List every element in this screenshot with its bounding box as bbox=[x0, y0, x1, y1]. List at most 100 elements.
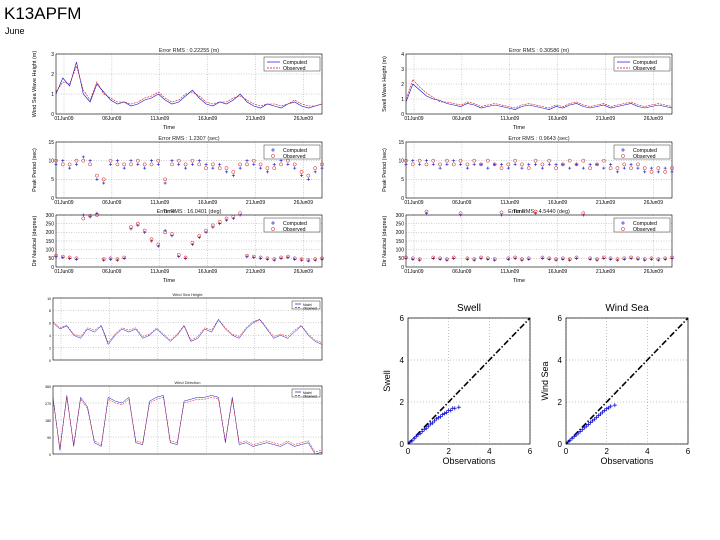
data-point bbox=[485, 256, 490, 261]
y-axis-label: Dir Nautical (degree) bbox=[382, 215, 388, 266]
x-tick-label: 21Jun09 bbox=[246, 269, 265, 275]
data-point bbox=[526, 256, 531, 261]
x-tick-label: 01Jun09 bbox=[404, 116, 423, 122]
data-point bbox=[81, 158, 86, 163]
x-tick-label: 11Jun09 bbox=[150, 116, 169, 122]
data-point bbox=[442, 411, 447, 416]
data-point bbox=[88, 162, 92, 167]
chart-title: Error RMS : 1.2307 (sec) bbox=[158, 136, 219, 142]
data-point bbox=[602, 408, 607, 413]
data-point bbox=[61, 159, 65, 163]
x-tick-label: 21Jun09 bbox=[246, 116, 265, 122]
data-point bbox=[594, 415, 599, 420]
data-point bbox=[306, 259, 310, 263]
data-point bbox=[570, 436, 575, 441]
plot-frame bbox=[405, 141, 673, 199]
data-point bbox=[245, 255, 249, 259]
data-point bbox=[636, 166, 640, 170]
data-point bbox=[231, 170, 236, 174]
data-point bbox=[567, 158, 572, 163]
y-tick-label: 360 bbox=[45, 385, 51, 389]
data-point bbox=[163, 181, 167, 185]
y-tick-label: 0 bbox=[49, 359, 51, 363]
data-point bbox=[286, 254, 290, 259]
y-tick-label: 250 bbox=[46, 221, 55, 227]
data-point bbox=[452, 159, 456, 163]
data-point bbox=[299, 257, 304, 262]
data-point bbox=[313, 166, 318, 170]
data-point bbox=[102, 181, 106, 185]
legend-swatch bbox=[271, 154, 275, 158]
data-point bbox=[176, 158, 181, 163]
data-point bbox=[458, 211, 463, 216]
data-point bbox=[424, 209, 429, 214]
data-point bbox=[88, 159, 92, 163]
data-point bbox=[306, 258, 311, 262]
plot-frame bbox=[55, 141, 323, 199]
data-point bbox=[527, 257, 531, 261]
data-point bbox=[451, 255, 456, 260]
data-point bbox=[479, 162, 483, 166]
y-tick-label: 0 bbox=[401, 196, 404, 202]
data-point bbox=[663, 170, 668, 174]
x-tick-label: 16Jun09 bbox=[198, 200, 217, 206]
data-point bbox=[431, 158, 436, 163]
data-point bbox=[115, 162, 120, 167]
data-point bbox=[650, 166, 654, 170]
data-point bbox=[238, 162, 243, 167]
data-point bbox=[272, 258, 276, 262]
swell-period-chart: Error RMS : 0.9643 (sec) 01Jun09 06Jun09 11… bbox=[382, 136, 674, 214]
legend-label: Observed bbox=[633, 66, 656, 72]
data-point bbox=[601, 158, 606, 163]
x-tick-label: 16Jun09 bbox=[548, 269, 567, 275]
data-point bbox=[142, 162, 147, 167]
legend-label: Computed bbox=[283, 221, 307, 227]
x-tick-label: 16Jun09 bbox=[548, 116, 567, 122]
y-tick-label: 8 bbox=[49, 309, 51, 313]
data-point bbox=[472, 257, 477, 262]
data-point bbox=[259, 166, 263, 170]
data-point bbox=[163, 230, 167, 235]
data-point bbox=[656, 166, 661, 170]
data-point bbox=[622, 162, 627, 167]
data-point bbox=[513, 162, 517, 166]
y-tick-label: 4 bbox=[400, 356, 405, 365]
data-point bbox=[292, 162, 297, 167]
data-point bbox=[224, 216, 229, 221]
data-point bbox=[629, 166, 633, 170]
x-tick-label: 26Jun09 bbox=[644, 200, 663, 206]
data-point bbox=[547, 162, 551, 166]
legend-label: Observed bbox=[633, 154, 656, 160]
x-tick-label: 06Jun09 bbox=[102, 116, 121, 122]
y-tick-label: 90 bbox=[47, 436, 51, 440]
y-tick-label: 300 bbox=[396, 213, 405, 219]
plot-frame bbox=[405, 53, 673, 115]
data-point bbox=[115, 258, 119, 262]
data-point bbox=[300, 174, 304, 178]
data-point bbox=[258, 162, 263, 167]
legend-box bbox=[263, 217, 321, 233]
y-tick-label: 2 bbox=[49, 346, 51, 350]
legend-swatch bbox=[271, 148, 275, 152]
data-point bbox=[54, 255, 58, 259]
y-tick-label: 4 bbox=[49, 334, 51, 338]
data-point bbox=[108, 158, 113, 163]
x-tick-label: 6 bbox=[528, 447, 533, 456]
data-point bbox=[108, 256, 113, 261]
data-point bbox=[444, 410, 449, 415]
data-point bbox=[95, 177, 99, 181]
data-point bbox=[430, 421, 435, 425]
data-point bbox=[320, 166, 324, 170]
data-point bbox=[582, 425, 587, 430]
data-point bbox=[410, 162, 415, 167]
data-point bbox=[656, 257, 661, 262]
data-point bbox=[608, 166, 613, 170]
data-point bbox=[156, 158, 161, 163]
data-point bbox=[588, 420, 593, 425]
data-point bbox=[575, 162, 579, 166]
data-point bbox=[265, 256, 270, 261]
data-point bbox=[584, 424, 589, 429]
data-point bbox=[499, 210, 504, 215]
data-point bbox=[493, 258, 497, 262]
y-axis-label: Wind Sea Wave Height (m) bbox=[32, 51, 38, 118]
